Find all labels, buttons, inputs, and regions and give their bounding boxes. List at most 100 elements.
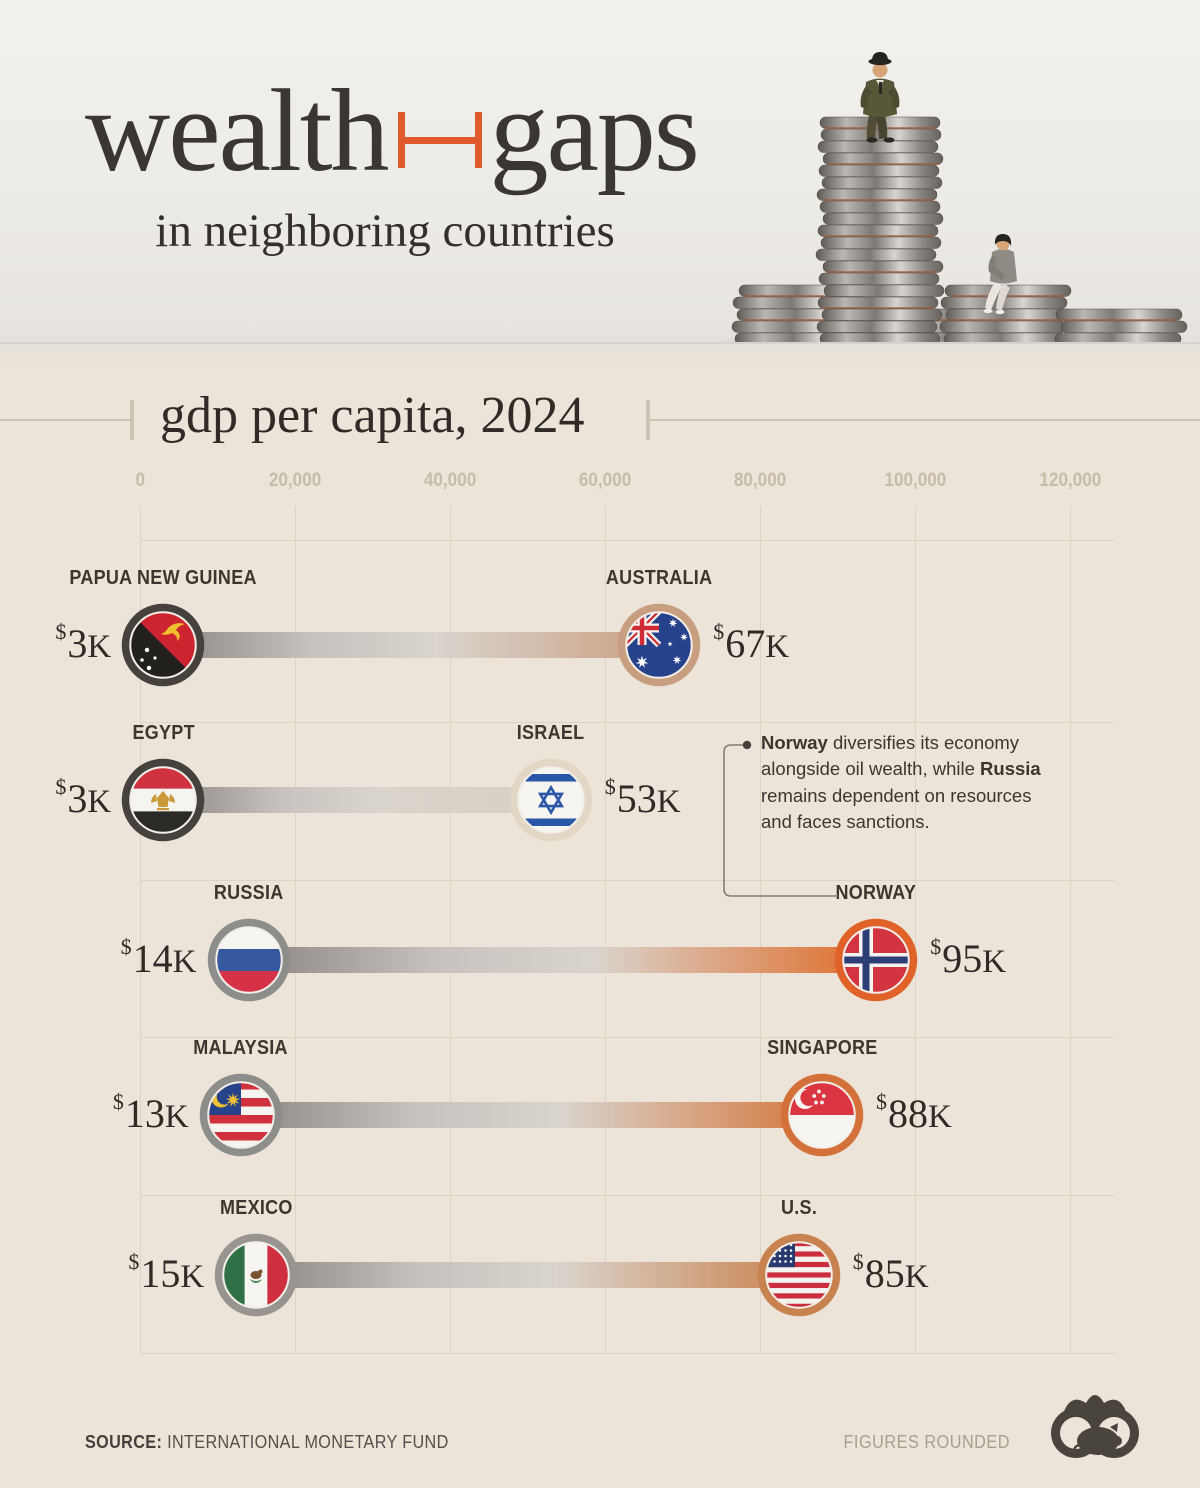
currency-sign: $: [852, 1249, 865, 1274]
main-title: wealth gaps: [85, 72, 745, 190]
flag-united-states-svg: [757, 1233, 840, 1317]
source-label: SOURCE:: [85, 1432, 163, 1452]
flag-norway: [834, 918, 918, 1002]
value-label-left: $15K: [128, 1249, 205, 1296]
axis-tick-label: 80,000: [733, 470, 787, 491]
flag-russia: [207, 918, 291, 1002]
country-label-right: U.S.: [780, 1197, 817, 1219]
currency-sign: $: [120, 934, 133, 959]
coin-stacks-with-figurines-photo: [700, 0, 1200, 366]
source-text: INTERNATIONAL MONETARY FUND: [167, 1432, 449, 1452]
title-word-gaps: gaps: [489, 65, 700, 196]
gridline-vertical: [450, 506, 451, 1353]
gridline-vertical: [915, 506, 916, 1353]
axis-tick-label: 60,000: [578, 470, 632, 491]
currency-sign: $: [112, 1089, 125, 1114]
flag-israel: [509, 758, 593, 842]
figures-rounded-note: FIGURES ROUNDED: [843, 1432, 1010, 1452]
axis-tick-label: 40,000: [423, 470, 477, 491]
gridline-vertical: [760, 506, 761, 1353]
man-figurine: [860, 52, 900, 143]
country-label-right: ISRAEL: [516, 722, 585, 744]
value-label-right: $95K: [930, 934, 1007, 981]
country-label-left: MALAYSIA: [193, 1037, 288, 1059]
flag-singapore-svg: [780, 1073, 864, 1157]
flag-russia-svg: [207, 918, 290, 1002]
country-label-left: RUSSIA: [213, 882, 284, 904]
header-section: wealth gaps in neighboring countries: [0, 0, 1200, 366]
flag-papua-new-guinea-svg: [122, 603, 205, 687]
country-label-left: PAPUA NEW GUINEA: [69, 567, 257, 589]
gridline-vertical: [140, 506, 141, 1353]
value-label-left: $3K: [55, 774, 112, 821]
value-label-right: $85K: [852, 1249, 929, 1296]
value-label-right: $88K: [876, 1089, 952, 1136]
country-label-right: AUSTRALIA: [606, 567, 713, 589]
flag-australia: [617, 603, 701, 687]
section-title-row: gdp per capita, 2024: [0, 387, 1200, 452]
dumbbell-bar: [256, 1262, 799, 1288]
axis-tick-label: 100,000: [884, 470, 946, 491]
gridline-horizontal: [140, 880, 1115, 881]
flag-norway-svg: [835, 918, 918, 1002]
country-label-right: NORWAY: [835, 882, 917, 904]
country-label-left: EGYPT: [132, 722, 195, 744]
dumbbell-bar: [240, 1102, 822, 1128]
ibeam-left-icon: [130, 400, 134, 440]
dumbbell-bar: [163, 632, 660, 658]
axis-tick-label: 120,000: [1039, 470, 1101, 491]
flag-papua-new-guinea: [121, 603, 205, 687]
gridline-horizontal: [140, 1195, 1115, 1196]
flag-malaysia: [199, 1073, 283, 1157]
axis-tick-label: 0: [135, 470, 145, 491]
flag-malaysia-svg: [199, 1073, 282, 1157]
ibeam-right-icon: [646, 400, 650, 440]
annotation-text: Norway diversifies its economy alongside…: [761, 732, 1041, 832]
dumbbell-bar: [248, 947, 877, 973]
piggy-bank-icon: [1073, 1423, 1122, 1455]
gridline-horizontal: [140, 1037, 1115, 1038]
header-fade: [0, 344, 1200, 366]
value-label-left: $3K: [55, 619, 112, 666]
currency-sign: $: [604, 774, 617, 799]
flag-egypt-svg: [122, 758, 205, 842]
country-label-left: MEXICO: [219, 1197, 293, 1219]
currency-sign: $: [713, 619, 726, 644]
axis-tick-label: 20,000: [268, 470, 322, 491]
flag-singapore: [780, 1073, 864, 1157]
subtitle: in neighboring countries: [155, 205, 615, 257]
woman-figurine: [983, 234, 1017, 315]
value-label-right: $67K: [713, 619, 790, 666]
flag-australia-svg: [618, 603, 701, 687]
gridline-vertical: [295, 506, 296, 1353]
flag-united-states: [757, 1233, 841, 1317]
visual-capitalist-logo: [1048, 1383, 1142, 1472]
table-edge-line: [0, 342, 1200, 344]
gridline-vertical: [605, 506, 606, 1353]
section-title: gdp per capita, 2024: [160, 387, 585, 444]
gridline-horizontal: [140, 1353, 1115, 1354]
currency-sign: $: [876, 1089, 888, 1114]
currency-sign: $: [55, 619, 68, 644]
i-beam-connector-icon: [397, 112, 482, 168]
footer-source: SOURCE: INTERNATIONAL MONETARY FUND: [85, 1432, 489, 1453]
title-block: wealth gaps in neighboring countries: [85, 72, 745, 258]
value-label-right: $53K: [604, 774, 681, 821]
gridline-horizontal: [140, 540, 1115, 541]
rule-left: [0, 419, 130, 421]
dumbbell-bar: [163, 787, 551, 813]
value-label-left: $13K: [112, 1089, 189, 1136]
gridline-horizontal: [140, 722, 1115, 723]
currency-sign: $: [128, 1249, 141, 1274]
currency-sign: $: [930, 934, 943, 959]
flag-israel-svg: [509, 758, 592, 842]
gridline-vertical: [1070, 506, 1071, 1353]
value-label-left: $14K: [120, 934, 197, 981]
country-label-right: SINGAPORE: [766, 1037, 878, 1059]
flag-mexico: [214, 1233, 298, 1317]
flag-egypt: [121, 758, 205, 842]
title-word-wealth: wealth: [85, 65, 390, 196]
currency-sign: $: [55, 774, 68, 799]
